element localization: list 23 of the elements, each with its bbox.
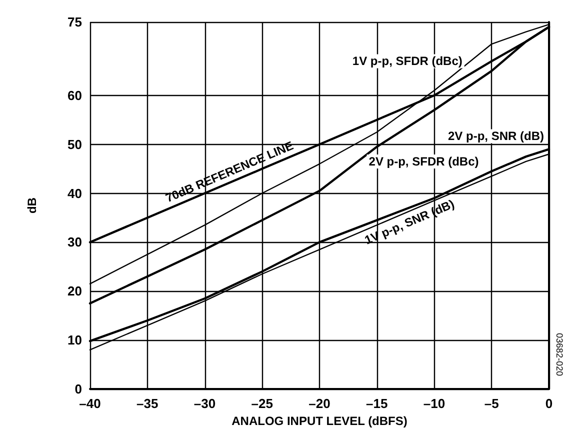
y-tick-label: 60 — [68, 88, 82, 103]
x-tick-label: –30 — [194, 396, 216, 411]
series-label: 2V p-p, SNR (dB) — [448, 129, 544, 144]
x-tick-label: 0 — [545, 396, 553, 411]
y-tick-label: 40 — [68, 186, 82, 201]
x-tick-label: –25 — [251, 396, 273, 411]
x-tick-label: –15 — [366, 396, 388, 411]
y-tick-label: 0 — [74, 382, 82, 396]
x-tick-label: –35 — [136, 396, 158, 411]
x-tick-label: –10 — [423, 396, 446, 411]
text: 03682-020 — [554, 332, 564, 376]
x-tick-label: –5 — [484, 396, 499, 411]
y-tick-label: 20 — [68, 284, 82, 299]
y-axis-title: dB — [25, 197, 39, 214]
y-tick-label: 75 — [68, 14, 82, 30]
x-tick-label: –40 — [79, 396, 101, 411]
x-tick-label: –20 — [308, 396, 330, 411]
y-tick-label: 50 — [68, 136, 82, 152]
y-tick-label: 10 — [68, 332, 82, 348]
series-label: 1V p-p, SFDR (dBc) — [352, 54, 462, 68]
x-axis-title: ANALOG INPUT LEVEL (dBFS) — [232, 414, 408, 428]
y-tick-label: 30 — [68, 234, 82, 250]
series-label: 2V p-p, SFDR (dBc) — [368, 154, 479, 168]
